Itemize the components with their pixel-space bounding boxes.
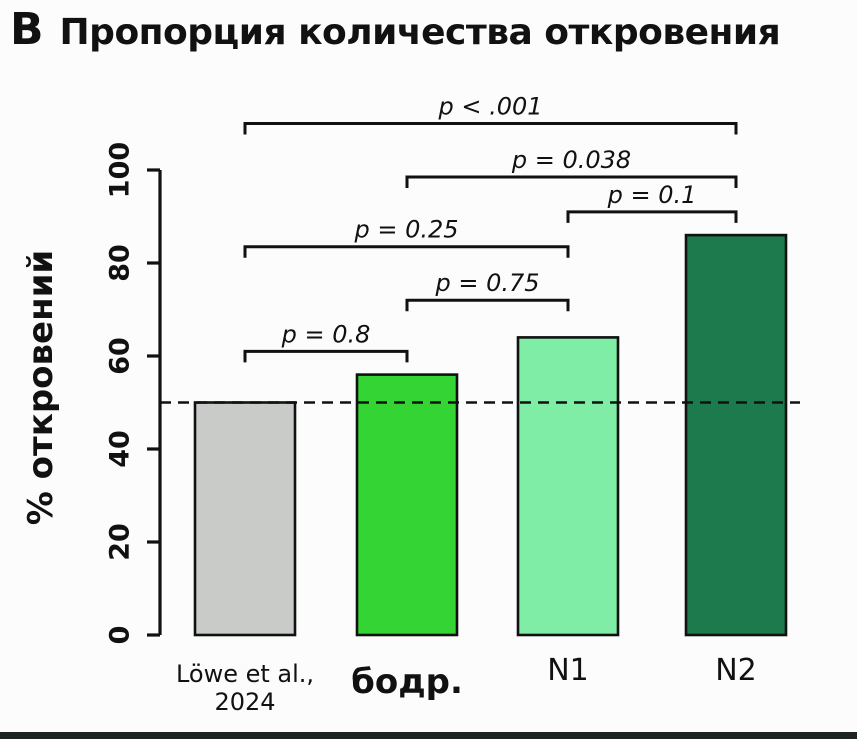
significance-bracket	[243, 349, 409, 363]
significance-bracket	[405, 175, 738, 188]
y-tick-label: 20	[105, 523, 136, 561]
y-tick-label: 100	[105, 142, 136, 198]
p-value-label: p = 0.1	[607, 181, 697, 209]
bar-3	[684, 233, 788, 637]
bar-0	[193, 401, 297, 637]
significance-bracket	[243, 245, 570, 258]
bar-2	[516, 336, 620, 637]
x-category-label: N1	[547, 653, 589, 688]
x-category-label: бодр.	[351, 662, 463, 702]
significance-bracket	[405, 298, 570, 312]
p-value-label: p < .001	[437, 93, 542, 121]
significance-bracket	[243, 122, 738, 135]
y-tick-label: 60	[105, 337, 136, 375]
chart-title: Пропорция количества откровения	[59, 12, 781, 53]
p-value-label: p = 0.038	[511, 146, 631, 174]
panel-letter: B	[10, 4, 44, 55]
y-axis-title: % откровений	[21, 250, 61, 525]
x-category-label: 2024	[214, 688, 275, 716]
p-value-label: p = 0.75	[434, 269, 539, 297]
y-tick-label: 40	[105, 430, 136, 468]
y-tick-label: 80	[105, 244, 136, 282]
bottom-edge-strip	[0, 732, 857, 739]
bar-1	[355, 373, 459, 637]
p-value-label: p = 0.25	[353, 216, 458, 244]
y-tick-label: 0	[105, 626, 136, 645]
x-category-label: N2	[715, 653, 757, 688]
chart-header: B Пропорция количества откровения	[10, 8, 851, 53]
significance-bracket	[566, 210, 738, 223]
x-category-label: Löwe et al.,	[176, 660, 314, 688]
p-value-label: p = 0.8	[281, 320, 371, 348]
